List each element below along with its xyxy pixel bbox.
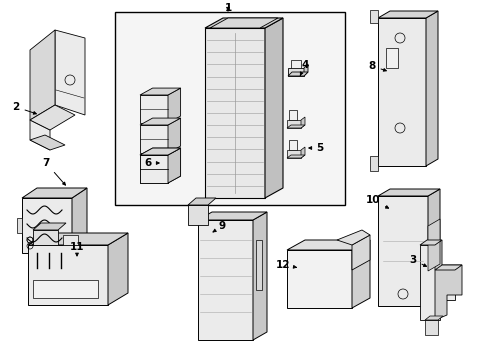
Text: 10: 10: [365, 195, 388, 208]
Polygon shape: [286, 120, 301, 128]
Polygon shape: [287, 72, 307, 76]
Polygon shape: [301, 117, 305, 128]
Polygon shape: [304, 64, 307, 76]
Text: 6: 6: [144, 158, 159, 168]
Polygon shape: [108, 233, 128, 305]
Polygon shape: [140, 88, 180, 95]
Polygon shape: [377, 196, 427, 306]
Text: 8: 8: [367, 61, 386, 71]
Text: 4: 4: [300, 60, 308, 76]
Polygon shape: [419, 245, 454, 320]
Polygon shape: [22, 198, 72, 253]
Polygon shape: [140, 95, 168, 123]
Polygon shape: [72, 188, 87, 253]
Polygon shape: [187, 198, 216, 205]
Bar: [33, 280, 98, 298]
Polygon shape: [286, 250, 351, 308]
Polygon shape: [140, 125, 168, 153]
Text: 7: 7: [42, 158, 65, 185]
Polygon shape: [301, 147, 305, 158]
Bar: [115, 12, 345, 205]
Polygon shape: [286, 150, 301, 158]
Text: 2: 2: [12, 102, 36, 114]
Polygon shape: [55, 30, 85, 115]
Polygon shape: [28, 233, 128, 245]
Bar: [288, 110, 296, 120]
Text: 5: 5: [308, 143, 323, 153]
Polygon shape: [140, 148, 180, 155]
Polygon shape: [427, 219, 439, 271]
Polygon shape: [22, 188, 87, 198]
Polygon shape: [198, 212, 266, 220]
Bar: [385, 48, 397, 68]
Polygon shape: [168, 118, 180, 153]
Text: 1: 1: [224, 3, 231, 13]
Polygon shape: [377, 18, 425, 166]
Polygon shape: [377, 11, 437, 18]
Polygon shape: [63, 235, 78, 245]
Polygon shape: [140, 118, 180, 125]
Polygon shape: [351, 240, 369, 308]
Polygon shape: [168, 148, 180, 183]
Polygon shape: [168, 148, 180, 183]
Polygon shape: [377, 189, 439, 196]
Polygon shape: [17, 218, 22, 233]
Polygon shape: [286, 240, 369, 250]
Polygon shape: [140, 148, 180, 155]
Polygon shape: [351, 235, 369, 270]
Polygon shape: [264, 18, 283, 198]
Text: 11: 11: [70, 242, 84, 256]
Polygon shape: [33, 230, 58, 245]
Polygon shape: [369, 10, 377, 23]
Polygon shape: [419, 240, 441, 245]
Text: 9: 9: [213, 221, 225, 232]
Bar: [290, 60, 301, 68]
Polygon shape: [434, 265, 461, 270]
Bar: [256, 240, 262, 290]
Polygon shape: [427, 189, 439, 306]
Polygon shape: [252, 212, 266, 340]
Polygon shape: [209, 18, 278, 28]
Polygon shape: [30, 135, 65, 150]
Text: 3: 3: [408, 255, 426, 266]
Bar: [288, 140, 296, 150]
Polygon shape: [33, 223, 66, 230]
Polygon shape: [30, 30, 55, 120]
Polygon shape: [434, 240, 461, 320]
Polygon shape: [198, 220, 252, 340]
Polygon shape: [30, 105, 75, 130]
Polygon shape: [287, 68, 304, 76]
Polygon shape: [425, 11, 437, 166]
Polygon shape: [424, 320, 437, 335]
Polygon shape: [369, 156, 377, 171]
Polygon shape: [28, 245, 108, 305]
Polygon shape: [140, 155, 168, 183]
Polygon shape: [204, 18, 283, 28]
Polygon shape: [286, 155, 305, 158]
Polygon shape: [140, 155, 168, 183]
Polygon shape: [286, 125, 305, 128]
Polygon shape: [424, 316, 442, 320]
Polygon shape: [336, 230, 369, 245]
Polygon shape: [168, 88, 180, 123]
Text: 12: 12: [275, 260, 296, 270]
Polygon shape: [30, 120, 50, 150]
Polygon shape: [187, 205, 207, 225]
Polygon shape: [204, 28, 264, 198]
